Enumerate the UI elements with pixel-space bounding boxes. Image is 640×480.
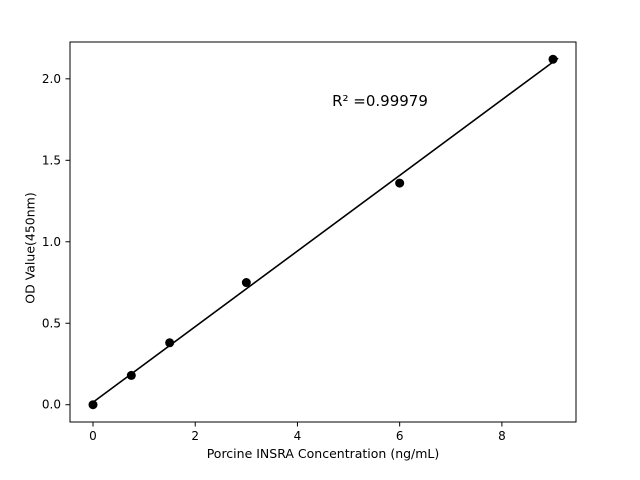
data-point: [241, 278, 251, 288]
x-tick-label: 2: [191, 429, 199, 443]
y-axis-title: OD Value(450nm): [22, 192, 38, 304]
r-squared-annotation: R² =0.99979: [332, 92, 428, 110]
x-tick-label: 8: [498, 429, 506, 443]
data-point: [88, 400, 98, 410]
y-tick-label: 0.0: [42, 398, 61, 412]
x-tick-label: 6: [396, 429, 404, 443]
data-point: [165, 338, 175, 348]
plot-frame: [69, 41, 577, 423]
data-points: [88, 54, 558, 410]
x-tick-label: 0: [89, 429, 97, 443]
data-point: [548, 54, 558, 64]
y-tick-label: 1.5: [42, 153, 61, 167]
y-axis: 0.0 0.5 1.0 1.5 2.0: [42, 72, 70, 412]
y-tick-label: 1.0: [42, 235, 61, 249]
y-tick-label: 0.5: [42, 316, 61, 330]
x-axis: 0 2 4 6 8: [89, 422, 506, 443]
data-point: [126, 370, 136, 380]
x-tick-label: 4: [294, 429, 302, 443]
fit-line: [92, 57, 559, 403]
y-tick-label: 2.0: [42, 72, 61, 86]
data-point: [395, 178, 405, 188]
x-axis-title: Porcine INSRA Concentration (ng/mL): [206, 446, 440, 461]
